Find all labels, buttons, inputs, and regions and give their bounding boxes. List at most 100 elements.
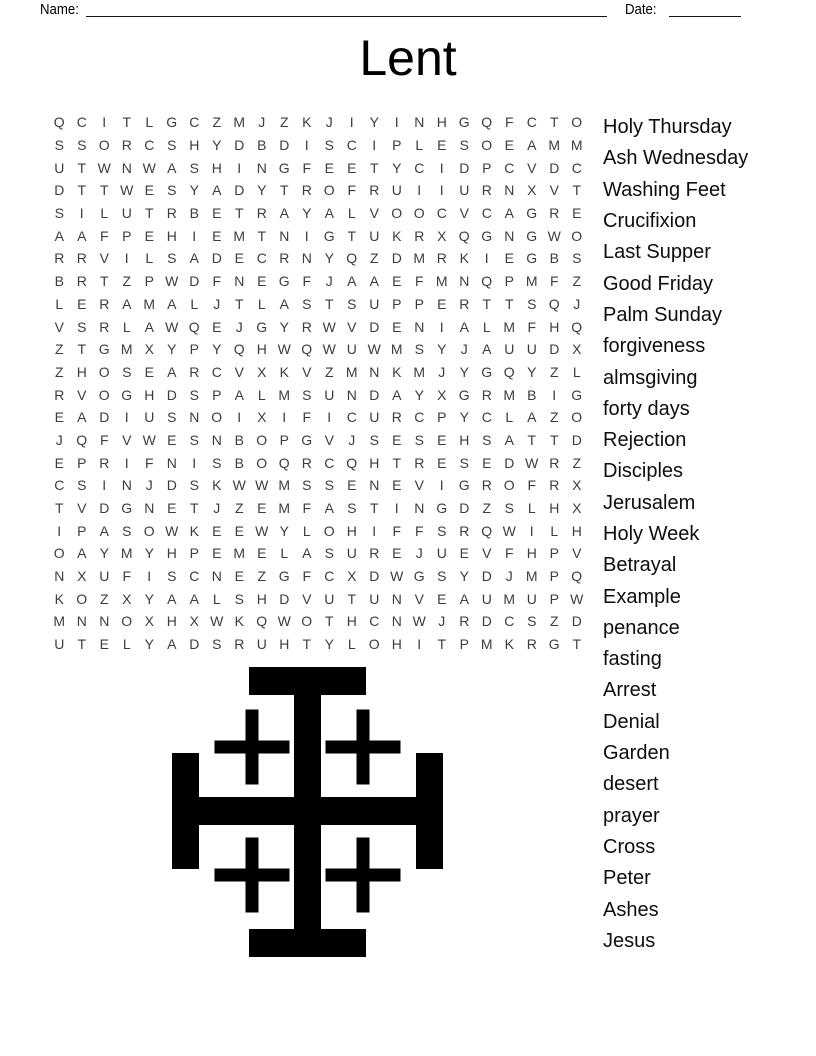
grid-letter: L (257, 386, 266, 403)
grid-letter: Y (369, 114, 379, 131)
grid-letter: X (572, 500, 582, 517)
grid-letter: S (302, 386, 312, 403)
grid-letter: R (301, 454, 312, 471)
grid-letter: A (324, 205, 334, 222)
grid-letter: G (323, 227, 335, 244)
grid-letter: U (256, 636, 267, 653)
grid-letter: H (459, 431, 470, 448)
grid-letter: W (502, 522, 516, 539)
grid-letter: E (347, 159, 357, 176)
grid-letter: G (548, 636, 560, 653)
grid-letter: H (256, 341, 267, 358)
grid-letter: C (414, 409, 425, 426)
grid-letter: T (77, 636, 87, 653)
grid-letter: K (54, 590, 64, 607)
grid-letter: W (412, 613, 426, 630)
grid-letter: A (302, 545, 312, 562)
grid-letter: M (413, 250, 426, 267)
grid-letter: T (77, 341, 87, 358)
grid-letter: Z (549, 409, 559, 426)
grid-letter: L (415, 137, 424, 154)
grid-letter: X (144, 341, 154, 358)
grid-letter: R (459, 522, 470, 539)
grid-letter: Q (53, 114, 65, 131)
word-list-item: Garden (603, 742, 670, 765)
grid-letter: G (166, 114, 178, 131)
grid-letter: J (213, 295, 221, 312)
grid-letter: U (391, 182, 402, 199)
grid-letter: K (504, 636, 514, 653)
grid-letter: D (369, 318, 380, 335)
grid-letter: R (369, 545, 380, 562)
grid-letter: N (166, 454, 177, 471)
grid-letter: D (459, 159, 470, 176)
grid-letter: O (571, 114, 583, 131)
grid-letter: O (256, 454, 268, 471)
grid-letter: Q (188, 318, 200, 335)
grid-letter: T (369, 500, 379, 517)
grid-letter: N (414, 318, 425, 335)
grid-letter: P (212, 386, 222, 403)
grid-letter: G (458, 114, 470, 131)
grid-letter: D (234, 137, 245, 154)
word-list-item: Jesus (603, 929, 656, 952)
grid-letter: S (77, 477, 87, 494)
grid-letter: G (571, 386, 583, 403)
grid-letter: N (414, 114, 425, 131)
grid-letter: W (277, 341, 291, 358)
grid-letter: Y (302, 205, 312, 222)
grid-letter: A (167, 363, 177, 380)
grid-letter: S (167, 182, 177, 199)
grid-letter: Q (233, 341, 245, 358)
grid-letter: S (122, 363, 132, 380)
grid-letter: S (167, 568, 177, 585)
grid-letter: K (392, 227, 402, 244)
grid-letter: L (212, 590, 221, 607)
grid-letter: G (481, 363, 493, 380)
grid-letter: D (189, 636, 200, 653)
grid-letter: P (459, 636, 469, 653)
grid-letter: C (256, 250, 267, 267)
grid-letter: N (99, 613, 110, 630)
grid-letter: B (189, 205, 199, 222)
grid-letter: C (526, 114, 537, 131)
grid-letter: T (302, 636, 312, 653)
grid-letter: E (459, 545, 469, 562)
grid-letter: M (345, 363, 358, 380)
grid-letter: J (460, 341, 468, 358)
grid-letter: N (391, 613, 402, 630)
grid-letter: A (459, 318, 469, 335)
grid-letter: D (549, 341, 560, 358)
grid-letter: H (189, 137, 200, 154)
grid-letter: A (279, 295, 289, 312)
grid-letter: C (369, 613, 380, 630)
grid-letter: K (459, 250, 469, 267)
grid-letter: G (458, 386, 470, 403)
grid-letter: G (301, 431, 313, 448)
grid-letter: I (192, 454, 197, 471)
grid-letter: O (323, 182, 335, 199)
grid-letter: D (211, 250, 222, 267)
grid-letter: Z (99, 590, 109, 607)
grid-letter: M (503, 590, 516, 607)
word-list-item: prayer (603, 804, 660, 827)
grid-letter: N (301, 250, 312, 267)
grid-letter: H (166, 613, 177, 630)
grid-letter: Q (548, 295, 560, 312)
grid-letter: Z (549, 363, 559, 380)
grid-letter: R (54, 386, 65, 403)
grid-letter: E (257, 500, 267, 517)
grid-letter: H (256, 590, 267, 607)
word-list-item: Last Supper (603, 241, 711, 264)
grid-letter: P (189, 545, 199, 562)
grid-letter: M (143, 295, 156, 312)
grid-letter: U (324, 590, 335, 607)
grid-letter: A (167, 159, 177, 176)
grid-letter: M (525, 273, 538, 290)
grid-letter: B (527, 386, 537, 403)
grid-letter: N (121, 477, 132, 494)
grid-letter: X (144, 613, 154, 630)
grid-letter: T (324, 613, 334, 630)
grid-letter: C (504, 613, 515, 630)
grid-letter: I (282, 409, 287, 426)
